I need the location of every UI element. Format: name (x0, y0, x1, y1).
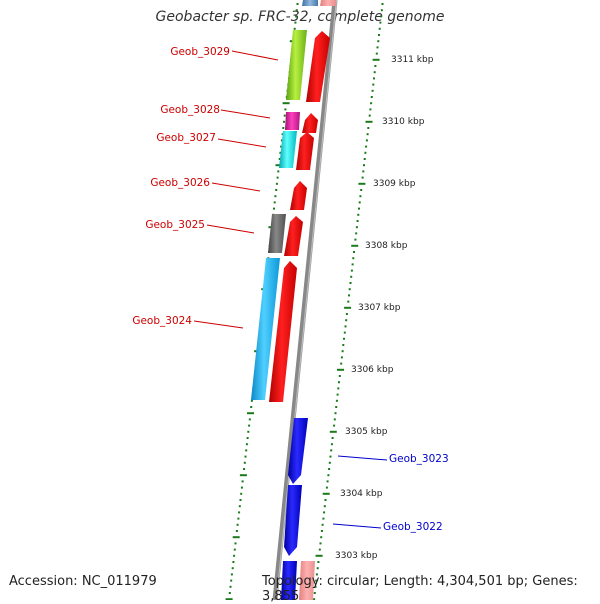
gene-label-geob-3024[interactable]: Geob_3024 (132, 315, 192, 327)
genome-backbone-shade (275, 0, 338, 600)
genome-backbone (272, 0, 338, 600)
gene-label-geob-3028[interactable]: Geob_3028 (160, 104, 220, 116)
ruler-label-3303: 3303 kbp (335, 551, 378, 561)
gene-geob-3027[interactable] (296, 132, 314, 170)
gene-geob-3025-cog[interactable] (268, 214, 286, 253)
feature-partial-top-pink (320, 0, 336, 6)
ruler-labels: 3311 kbp 3310 kbp 3309 kbp 3308 kbp 3307… (335, 55, 434, 561)
ruler-label-3309: 3309 kbp (373, 179, 416, 189)
ruler-label-3304: 3304 kbp (340, 489, 383, 499)
gene-label-geob-3025[interactable]: Geob_3025 (145, 219, 205, 231)
gene-geob-3024[interactable] (269, 261, 297, 402)
gene-label-geob-3027[interactable]: Geob_3027 (156, 132, 216, 144)
ruler-label-3311: 3311 kbp (391, 55, 434, 65)
gene-geob-3024-cog[interactable] (251, 258, 280, 400)
ruler-label-3307: 3307 kbp (358, 303, 401, 313)
gene-label-geob-3022[interactable]: Geob_3022 (383, 521, 443, 533)
feature-partial-bottom-blue (281, 561, 297, 600)
gene-geob-3028-cog[interactable] (285, 112, 300, 130)
gene-geob-3025[interactable] (284, 216, 303, 256)
gene-geob-3022[interactable] (284, 485, 302, 556)
accession-text: Accession: NC_011979 (9, 574, 157, 589)
ruler-label-3310: 3310 kbp (382, 117, 425, 127)
gene-geob-3029[interactable] (306, 31, 330, 102)
gene-label-geob-3023[interactable]: Geob_3023 (389, 453, 449, 465)
gene-label-geob-3029[interactable]: Geob_3029 (170, 46, 230, 58)
feature-partial-bottom-pink (299, 561, 315, 600)
ruler-label-3305: 3305 kbp (345, 427, 388, 437)
map-title: Geobacter sp. FRC-32, complete genome (155, 9, 445, 25)
gene-geob-3029-cog[interactable] (286, 30, 307, 100)
outer-tick-track (313, 3, 384, 600)
gene-label-geob-3026[interactable]: Geob_3026 (150, 177, 210, 189)
gene-geob-3026[interactable] (290, 181, 307, 210)
gene-geob-3028[interactable] (302, 113, 318, 133)
gene-geob-3023[interactable] (288, 418, 308, 484)
gene-labels: Geob_3029 Geob_3028 Geob_3027 Geob_3026 … (132, 46, 448, 533)
label-leaders (193, 50, 388, 529)
gene-geob-3027-cog[interactable] (279, 131, 297, 168)
ruler-label-3306: 3306 kbp (351, 365, 394, 375)
feature-partial-top-steel (302, 0, 318, 6)
ruler-label-3308: 3308 kbp (365, 241, 408, 251)
